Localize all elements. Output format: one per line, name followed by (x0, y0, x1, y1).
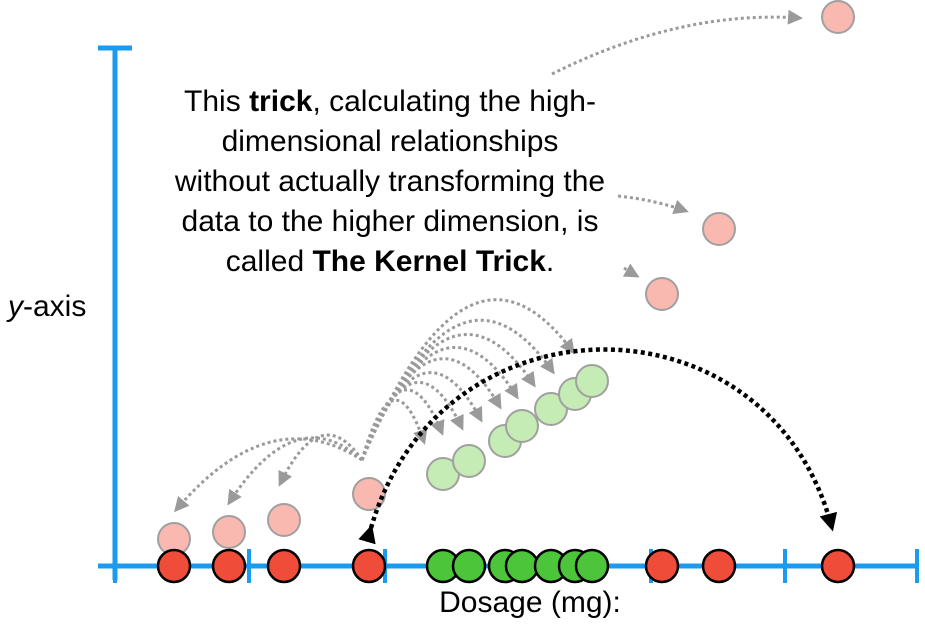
projected-points (157, 0, 855, 556)
projected-red-point (267, 503, 301, 537)
projected-red-point (702, 212, 736, 246)
green-observation-point (451, 548, 487, 584)
similarity-arrow (227, 436, 364, 506)
similarity-arrow (278, 433, 364, 487)
similarity-arrow (622, 263, 640, 278)
red-observation-point (701, 548, 737, 584)
red-observation-point (211, 548, 247, 584)
similarity-arrow (360, 332, 536, 461)
green-observation-point (504, 548, 540, 584)
similarity-arrow (360, 381, 464, 461)
kernel-trick-caption: This trick, calculating the high- dimens… (174, 85, 606, 278)
similarity-arrow (551, 9, 803, 76)
green-observation-point (574, 548, 610, 584)
y-axis-label: y-axis (8, 290, 87, 323)
red-observation-point (266, 548, 302, 584)
projected-red-point (821, 0, 855, 34)
projected-red-point (645, 277, 679, 311)
projected-green-point (505, 409, 539, 443)
red-observation-point (820, 548, 856, 584)
similarity-arrow (360, 298, 575, 461)
x-axis-label: Dosage (mg): (439, 586, 621, 619)
similarity-arrow (174, 437, 363, 513)
similarity-arrow (360, 388, 445, 461)
projected-red-point (352, 477, 386, 511)
red-observation-point (156, 548, 192, 584)
projected-green-point (575, 364, 609, 398)
kernel-relationship-arrow (358, 347, 838, 545)
observation-points (156, 548, 856, 584)
y-axis (98, 45, 132, 580)
red-observation-point (644, 548, 680, 584)
projected-red-point (212, 515, 246, 549)
red-observation-point (351, 548, 387, 584)
projected-green-point (452, 444, 486, 478)
similarity-arrow (617, 194, 689, 215)
